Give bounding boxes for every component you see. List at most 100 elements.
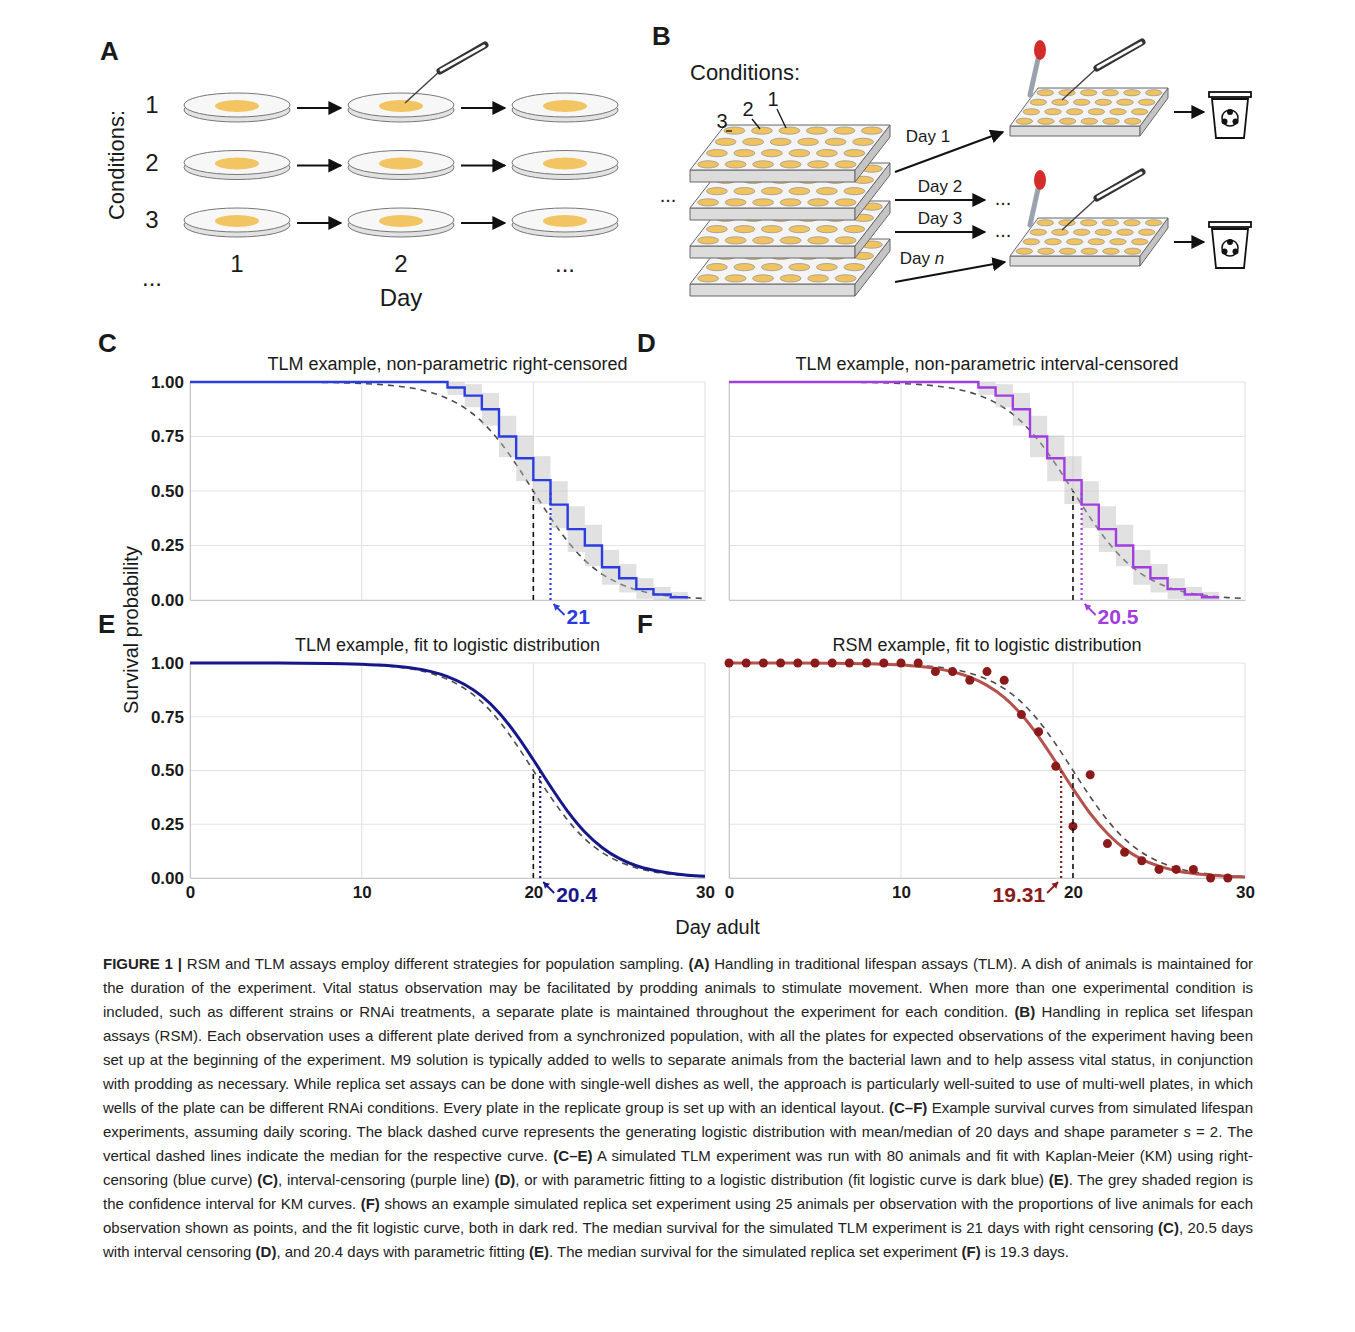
dish-top xyxy=(348,208,454,232)
well xyxy=(1102,220,1118,226)
y-tick: 0.00 xyxy=(151,869,190,888)
y-tick-label: 0.00 xyxy=(151,869,184,888)
grid-line-x xyxy=(728,663,729,878)
x-tick-label: 0 xyxy=(725,883,734,902)
y-axis-line xyxy=(729,664,730,879)
well xyxy=(808,161,829,168)
x-tick-label: 10 xyxy=(892,883,911,902)
data-point xyxy=(742,659,751,668)
chart-title: RSM example, fit to logistic distributio… xyxy=(832,635,1141,655)
y-axis-line xyxy=(190,383,191,601)
column-label: 2 xyxy=(394,250,407,277)
arrow-label: Day 1 xyxy=(906,127,950,146)
well xyxy=(734,150,755,157)
condition-leader xyxy=(752,119,760,129)
grid-line-x xyxy=(1072,382,1073,600)
caption-text: (F) xyxy=(361,1195,380,1212)
bacterial-lawn xyxy=(543,215,587,227)
worm-pick xyxy=(405,45,485,103)
y-tick-label: 0.75 xyxy=(151,427,184,446)
median-label: 21 xyxy=(567,605,591,628)
data-point xyxy=(725,659,734,668)
data-point xyxy=(897,659,906,668)
well xyxy=(1081,248,1097,254)
caption-text: (C) xyxy=(1158,1219,1179,1236)
well xyxy=(743,138,764,145)
well xyxy=(734,226,755,233)
well xyxy=(1102,90,1118,96)
well xyxy=(1038,118,1054,124)
well xyxy=(835,199,856,206)
median-label: 19.31 xyxy=(993,883,1046,906)
km-curve xyxy=(729,382,1219,597)
x-axis xyxy=(730,600,1246,602)
caption-text: (D) xyxy=(256,1243,277,1260)
y-tick: 0.25 xyxy=(151,536,190,555)
well xyxy=(844,226,865,233)
well xyxy=(780,199,801,206)
x-tick-label: 30 xyxy=(1236,883,1255,902)
grid-line-x xyxy=(533,382,534,600)
well xyxy=(1095,99,1111,105)
well xyxy=(1059,118,1075,124)
well xyxy=(835,161,856,168)
continuation: ... xyxy=(995,219,1012,241)
data-point xyxy=(1103,839,1112,848)
well xyxy=(1124,220,1140,226)
dropper-tube xyxy=(1030,59,1038,95)
biohazard-lobe xyxy=(1227,239,1233,245)
fit-curve xyxy=(190,663,705,876)
well xyxy=(761,264,782,271)
grid-line-y xyxy=(729,716,1245,717)
panel-label: D xyxy=(637,328,656,358)
x-tick: 0 xyxy=(186,878,195,902)
y-tick-label: 1.00 xyxy=(151,654,184,673)
well xyxy=(761,150,782,157)
y-tick-label: 0.25 xyxy=(151,815,184,834)
well xyxy=(798,138,819,145)
bacterial-lawn xyxy=(215,100,259,112)
column-label: 1 xyxy=(230,250,243,277)
biohazard-lobe xyxy=(1222,119,1228,125)
bin-lid xyxy=(1209,92,1251,97)
dish-top xyxy=(184,93,290,117)
grid-line-y xyxy=(729,770,1245,771)
data-point xyxy=(1189,865,1198,874)
y-axis xyxy=(729,383,731,601)
grid-line-y xyxy=(729,436,1245,437)
well xyxy=(1124,118,1140,124)
dish-top xyxy=(512,151,618,175)
plate-face xyxy=(1010,88,1168,126)
data-point xyxy=(862,659,871,668)
arrow xyxy=(1174,241,1204,243)
well xyxy=(861,127,882,134)
panel-label: A xyxy=(100,36,119,66)
row-label: 1 xyxy=(145,91,158,118)
well xyxy=(1037,220,1053,226)
data-point xyxy=(1086,770,1095,779)
x-tick: 30 xyxy=(696,878,715,902)
well xyxy=(698,275,719,282)
biohazard-lobe xyxy=(1233,119,1239,125)
well xyxy=(1080,90,1096,96)
well xyxy=(816,150,837,157)
petri-dish xyxy=(348,151,454,180)
petri-dish xyxy=(348,208,454,237)
well xyxy=(753,199,774,206)
panel-label: E xyxy=(98,609,115,639)
dropper-tube xyxy=(1030,189,1038,225)
arrow xyxy=(1174,111,1204,113)
biohazard-bin xyxy=(1209,92,1251,138)
y-tick: 0.00 xyxy=(151,591,190,610)
condition-label: 1 xyxy=(767,88,778,110)
arrow xyxy=(895,199,985,201)
well xyxy=(1081,118,1097,124)
chart-panel: ETLM example, fit to logistic distributi… xyxy=(98,609,715,906)
bacterial-lawn xyxy=(379,158,423,170)
median-arrow-head xyxy=(1085,604,1092,611)
column-label: ... xyxy=(555,250,575,277)
caption-text: , interval-censoring (purple line) xyxy=(278,1171,494,1188)
generating-median-line xyxy=(533,491,535,600)
well xyxy=(1023,239,1039,245)
well xyxy=(1066,239,1082,245)
